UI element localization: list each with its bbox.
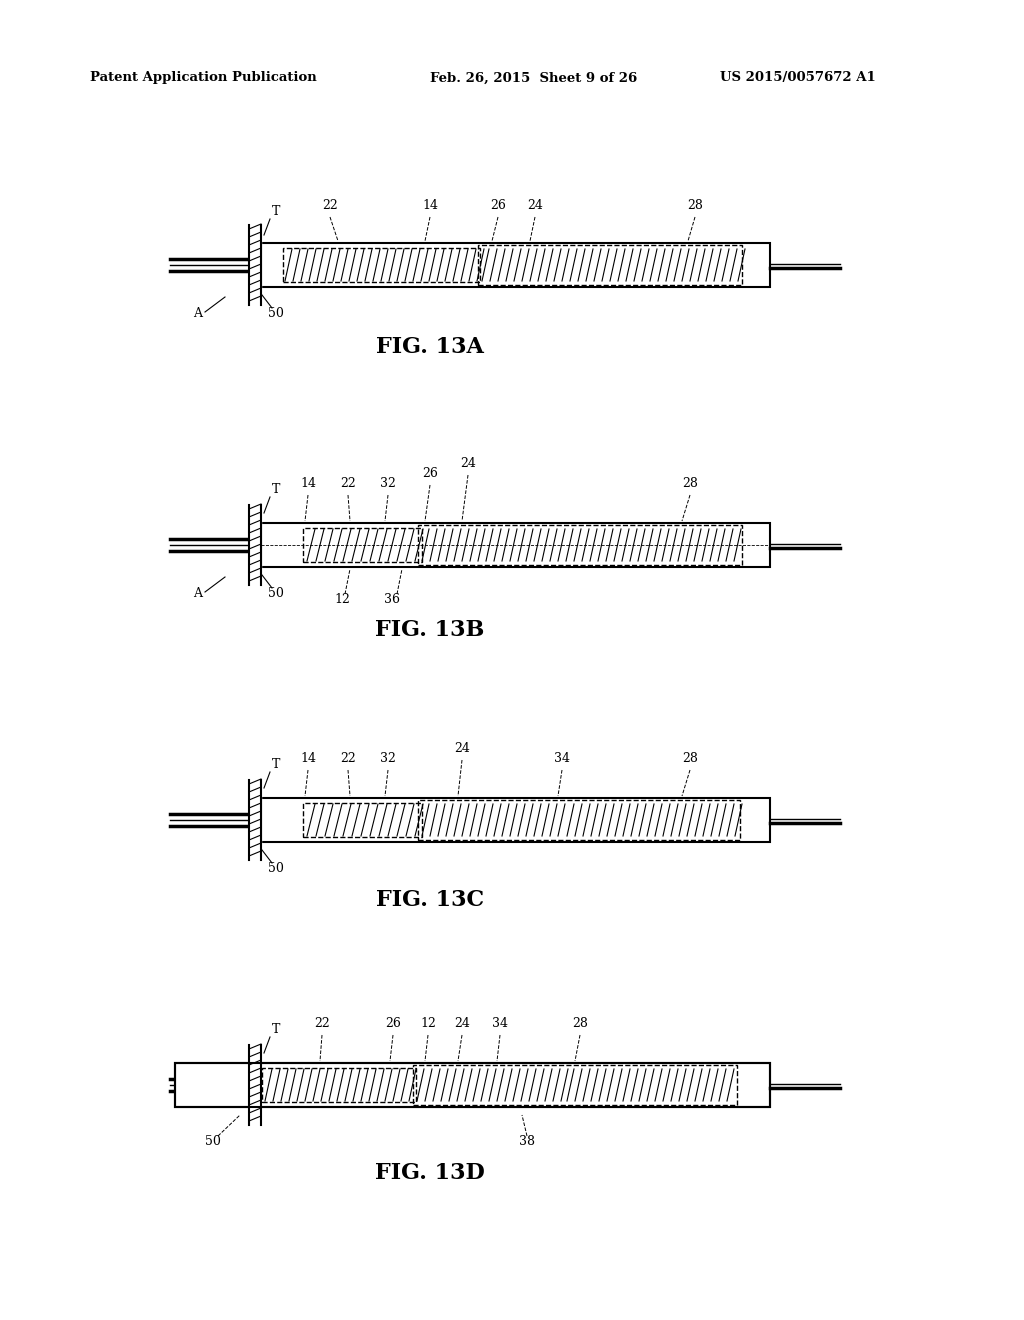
Text: 22: 22 [323, 199, 338, 213]
Text: 12: 12 [420, 1016, 436, 1030]
Text: 32: 32 [380, 752, 396, 766]
Text: 50: 50 [268, 587, 284, 601]
Bar [175, 1063, 770, 1107]
Text: 12: 12 [334, 593, 350, 606]
Text: 34: 34 [492, 1016, 508, 1030]
Text: FIG. 13B: FIG. 13B [376, 619, 484, 642]
Text: T: T [272, 205, 281, 218]
Text: 14: 14 [300, 477, 316, 490]
Text: Patent Application Publication: Patent Application Publication [90, 71, 316, 84]
Text: T: T [272, 1023, 281, 1036]
Text: 24: 24 [460, 457, 476, 470]
Text: 36: 36 [384, 593, 400, 606]
Text: 34: 34 [554, 752, 570, 766]
Text: 26: 26 [385, 1016, 401, 1030]
Text: 38: 38 [519, 1135, 535, 1148]
Bar [303, 803, 422, 837]
Text: 26: 26 [490, 199, 506, 213]
Text: 14: 14 [422, 199, 438, 213]
Text: 50: 50 [268, 308, 284, 319]
Bar [261, 799, 770, 842]
Text: US 2015/0057672 A1: US 2015/0057672 A1 [720, 71, 876, 84]
Text: Feb. 26, 2015  Sheet 9 of 26: Feb. 26, 2015 Sheet 9 of 26 [430, 71, 637, 84]
Text: 50: 50 [268, 862, 284, 875]
Bar [303, 528, 422, 562]
Bar [413, 1065, 737, 1105]
Text: 32: 32 [380, 477, 396, 490]
Text: 50: 50 [205, 1135, 221, 1148]
Text: 24: 24 [527, 199, 543, 213]
Bar [478, 246, 742, 285]
Text: FIG. 13A: FIG. 13A [376, 337, 484, 358]
Text: 22: 22 [340, 477, 356, 490]
Text: 22: 22 [340, 752, 356, 766]
Bar [261, 243, 770, 286]
Text: T: T [272, 483, 281, 496]
Text: 28: 28 [682, 752, 698, 766]
Text: T: T [272, 758, 281, 771]
Text: A: A [193, 587, 202, 601]
Text: 28: 28 [682, 477, 698, 490]
Text: 14: 14 [300, 752, 316, 766]
Text: 24: 24 [454, 1016, 470, 1030]
Text: 22: 22 [314, 1016, 330, 1030]
Text: FIG. 13C: FIG. 13C [376, 888, 484, 911]
Bar [262, 1068, 416, 1102]
Text: A: A [193, 308, 202, 319]
Bar [418, 800, 740, 840]
Text: FIG. 13D: FIG. 13D [375, 1162, 485, 1184]
Text: 24: 24 [454, 742, 470, 755]
Bar [418, 525, 742, 565]
Bar [283, 248, 480, 282]
Bar [261, 523, 770, 568]
Text: 28: 28 [687, 199, 702, 213]
Text: 28: 28 [572, 1016, 588, 1030]
Text: 26: 26 [422, 467, 438, 480]
Bar [175, 1063, 770, 1107]
